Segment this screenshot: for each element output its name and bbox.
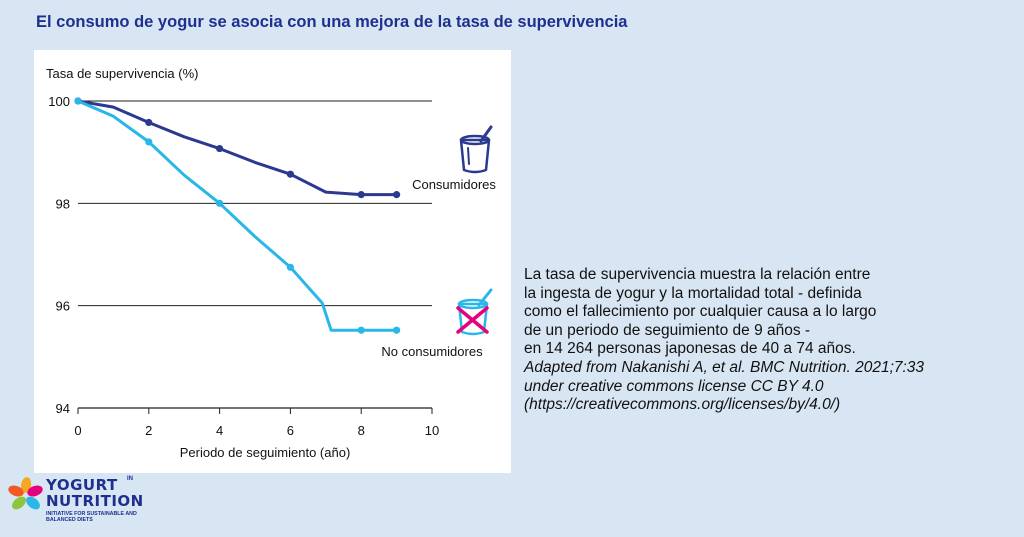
y-tick-label: 100 — [48, 94, 70, 109]
data-point — [393, 191, 401, 199]
series-label-no-consumidores: No consumidores — [381, 344, 483, 359]
page-title: El consumo de yogur se asocia con una me… — [36, 13, 628, 31]
data-point — [393, 326, 401, 334]
x-axis-title: Periodo de seguimiento (año) — [180, 445, 351, 460]
data-point — [286, 263, 294, 271]
x-tick-label: 8 — [358, 423, 365, 438]
x-tick-label: 2 — [145, 423, 152, 438]
x-tick-label: 4 — [216, 423, 223, 438]
logo-tagline: INITIATIVE FOR SUSTAINABLE AND BALANCED … — [46, 511, 137, 523]
x-tick-label: 0 — [74, 423, 81, 438]
data-point — [145, 118, 153, 127]
citation-line: Adapted from Nakanishi A, et al. BMC Nut… — [524, 358, 925, 376]
description-line: en 14 264 personas japonesas de 40 a 74 … — [524, 340, 856, 358]
description-text: La tasa de supervivencia muestra la rela… — [524, 266, 1019, 415]
y-tick-label: 94 — [56, 401, 70, 416]
series-label-consumidores: Consumidores — [412, 177, 496, 192]
logo-wordmark-nutrition: NUTRITION — [46, 492, 144, 510]
logo-wordmark-in: IN — [127, 476, 133, 482]
description-line: la ingesta de yogur y la mortalidad tota… — [524, 284, 862, 302]
logo-wordmark-yogurt: YOGURT — [46, 476, 118, 494]
crossed-yogurt-cup-icon — [456, 288, 493, 336]
description-line: como el fallecimiento por cualquier caus… — [524, 303, 877, 321]
data-point — [145, 138, 153, 146]
yogurt-cup-icon — [459, 125, 493, 174]
citation-line: (https://creativecommons.org/licenses/by… — [524, 396, 841, 414]
data-point — [357, 191, 365, 199]
data-point — [216, 144, 224, 153]
y-tick-label: 98 — [56, 196, 70, 211]
x-tick-label: 10 — [425, 423, 439, 438]
description-line: de un periodo de seguimiento de 9 años - — [524, 321, 811, 339]
data-point — [74, 97, 82, 105]
y-axis-title: Tasa de supervivencia (%) — [46, 66, 198, 81]
data-point — [216, 199, 224, 207]
droplet-logo-icon — [8, 477, 43, 510]
citation-line: under creative commons license CC BY 4.0 — [524, 377, 824, 395]
series-line-consumidores — [77, 99, 397, 197]
data-point — [357, 326, 365, 334]
yogurt-in-nutrition-logo: YOGURT IN NUTRITION INITIATIVE FOR SUSTA… — [8, 474, 158, 530]
description-line: La tasa de supervivencia muestra la rela… — [524, 266, 871, 283]
y-tick-label: 96 — [56, 299, 70, 314]
x-tick-label: 6 — [287, 423, 294, 438]
data-point — [286, 170, 294, 178]
chart-panel: 0 2 4 6 8 10 94 96 98 100 Tasa de supervivencia (%… — [34, 50, 511, 473]
series-line-no-consumidores — [77, 99, 397, 332]
survival-line-chart: 0 2 4 6 8 10 94 96 98 100 Tasa de supervivencia (%… — [46, 66, 496, 460]
